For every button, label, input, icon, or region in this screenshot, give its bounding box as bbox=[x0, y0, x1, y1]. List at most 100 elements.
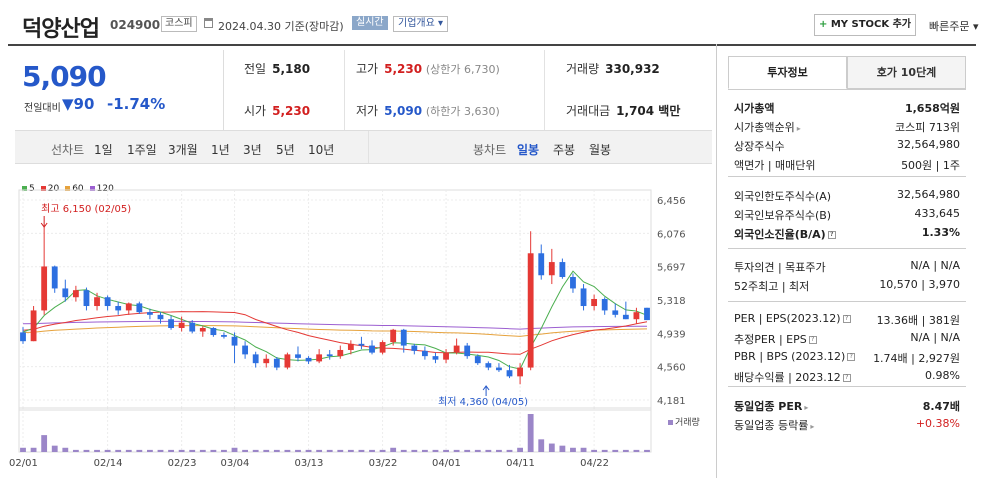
period-1d[interactable]: 1일 bbox=[94, 143, 113, 157]
candle-body bbox=[305, 357, 312, 362]
period-3m[interactable]: 3개월 bbox=[168, 143, 198, 157]
info-icon[interactable]: ? bbox=[808, 336, 817, 344]
x-tick-label: 02/23 bbox=[168, 458, 197, 469]
info-icon[interactable]: ? bbox=[842, 315, 851, 323]
candle-body bbox=[83, 290, 90, 307]
price-stats: 전일 5,180 고가 5,230 (상한가 6,730) 거래량 330,932 시… bbox=[223, 50, 712, 130]
invest-row-value: +0.38% bbox=[915, 417, 960, 430]
high-value: 5,230 bbox=[384, 62, 423, 76]
legend-item: 20 bbox=[40, 184, 59, 194]
volume-bar bbox=[633, 449, 640, 452]
invest-row-label: 추정PER | EPS? bbox=[734, 331, 817, 347]
volume-swatch bbox=[668, 420, 673, 425]
company-code: 024900 bbox=[110, 18, 161, 32]
quick-order-button[interactable]: 빠른주문 ▾ bbox=[929, 20, 979, 33]
volume-bar bbox=[20, 447, 26, 452]
legend-item: 60 bbox=[65, 184, 84, 194]
candle-body bbox=[358, 343, 365, 346]
invest-row[interactable]: 시가총액순위 ▸ 코스피 713위 bbox=[734, 119, 960, 137]
volume-bar bbox=[644, 449, 650, 452]
live-badge[interactable]: 실시간 bbox=[352, 16, 388, 30]
volume-bar bbox=[178, 449, 185, 452]
invest-row-label: 동일업종 PER ▸ bbox=[734, 400, 809, 413]
candle-body bbox=[284, 354, 291, 368]
info-icon[interactable]: ? bbox=[827, 231, 836, 239]
candle-body bbox=[496, 367, 502, 371]
volume-bar bbox=[358, 449, 365, 452]
candle-body bbox=[104, 297, 111, 307]
invest-row: 외국인보유주식수(B) 433,645 bbox=[734, 207, 960, 225]
volume-bar bbox=[62, 447, 69, 452]
invest-row[interactable]: 동일업종 등락률 ▸ +0.38% bbox=[734, 417, 960, 435]
volume-bar bbox=[506, 449, 513, 452]
period-monthly[interactable]: 월봉 bbox=[589, 143, 612, 157]
x-tick-label: 04/11 bbox=[506, 458, 535, 469]
invest-row: 시가총액 1,658억원 bbox=[734, 100, 960, 118]
line-chart-label[interactable]: 선차트 bbox=[51, 143, 85, 157]
candle-body bbox=[263, 358, 270, 364]
tab-orderbook[interactable]: 호가 10단계 bbox=[847, 56, 966, 89]
current-price: 5,090 bbox=[22, 60, 107, 93]
tab-invest-info[interactable]: 투자정보 bbox=[728, 56, 847, 89]
invest-row-value: 500원 | 1주 bbox=[901, 159, 960, 172]
period-weekly[interactable]: 주봉 bbox=[553, 143, 576, 157]
period-daily[interactable]: 일봉 bbox=[517, 143, 540, 157]
volume-bar bbox=[443, 449, 449, 452]
change-percent: -1.74% bbox=[107, 95, 166, 113]
candle-body bbox=[369, 345, 375, 353]
legend-label: 120 bbox=[96, 184, 114, 194]
candle-body bbox=[570, 277, 576, 289]
company-overview-button[interactable]: 기업개요 ▾ bbox=[393, 16, 448, 32]
upper-limit: (상한가 6,730) bbox=[425, 63, 500, 76]
invest-row[interactable]: 동일업종 PER ▸ 8.47배 bbox=[734, 398, 960, 416]
candle-body bbox=[633, 312, 640, 320]
x-tick-label: 04/22 bbox=[580, 458, 609, 469]
candle-body bbox=[316, 354, 323, 362]
volume-bar bbox=[136, 449, 143, 452]
volume-bar bbox=[115, 449, 122, 452]
volume-bar bbox=[527, 414, 534, 452]
candle-body bbox=[231, 336, 238, 346]
candle-body bbox=[62, 288, 69, 298]
panel-divider bbox=[716, 44, 717, 478]
mystock-add-button[interactable]: + MY STOCK 추가 bbox=[814, 14, 916, 36]
candle-body bbox=[453, 345, 460, 353]
candle-body bbox=[168, 319, 174, 328]
invest-row-value: 32,564,980 bbox=[897, 188, 960, 201]
period-1y[interactable]: 1년 bbox=[211, 143, 230, 157]
y-tick-label: 6,076 bbox=[657, 229, 686, 240]
volume-legend-label: 거래량 bbox=[675, 418, 700, 428]
legend-label: 5 bbox=[29, 184, 35, 194]
candle-body bbox=[178, 322, 185, 328]
invest-row-value: 0.98% bbox=[925, 369, 960, 382]
invest-row-value: N/A | N/A bbox=[910, 259, 960, 272]
chevron-right-icon: ▸ bbox=[804, 403, 809, 412]
trade-amount: 거래대금 1,704 백만 bbox=[566, 102, 680, 119]
info-icon[interactable]: ? bbox=[842, 374, 851, 382]
y-tick-label: 4,181 bbox=[657, 396, 686, 407]
invest-row: 배당수익률 | 2023.12? 0.98% bbox=[734, 369, 960, 387]
volume-bar bbox=[570, 447, 576, 452]
period-10y[interactable]: 10년 bbox=[308, 143, 335, 157]
candle-chart-label[interactable]: 봉차트 bbox=[473, 143, 507, 157]
stock-chart[interactable]: 6,456 6,076 5,697 5,318 4,939 4,560 4,181 02/01… bbox=[0, 164, 716, 478]
high-price: 고가 5,230 (상한가 6,730) bbox=[356, 60, 500, 77]
candle-body bbox=[337, 349, 344, 357]
candle-body bbox=[379, 342, 386, 353]
invest-row-label: 배당수익률 | 2023.12? bbox=[734, 369, 851, 385]
candle-body bbox=[125, 303, 132, 311]
divider bbox=[728, 89, 966, 90]
divider bbox=[728, 386, 966, 387]
volume-bar bbox=[273, 449, 280, 452]
calendar-icon bbox=[204, 18, 213, 28]
volume-label: 거래량 bbox=[566, 62, 600, 76]
candle-body bbox=[591, 298, 598, 307]
period-1w[interactable]: 1주일 bbox=[127, 143, 157, 157]
info-icon[interactable]: ? bbox=[847, 353, 856, 361]
candle-body bbox=[390, 329, 397, 343]
volume-bar bbox=[612, 449, 619, 452]
period-5y[interactable]: 5년 bbox=[276, 143, 295, 157]
period-3y[interactable]: 3년 bbox=[243, 143, 262, 157]
invest-row-value: 10,570 | 3,970 bbox=[879, 278, 960, 291]
invest-row-label: 외국인보유주식수(B) bbox=[734, 209, 832, 222]
